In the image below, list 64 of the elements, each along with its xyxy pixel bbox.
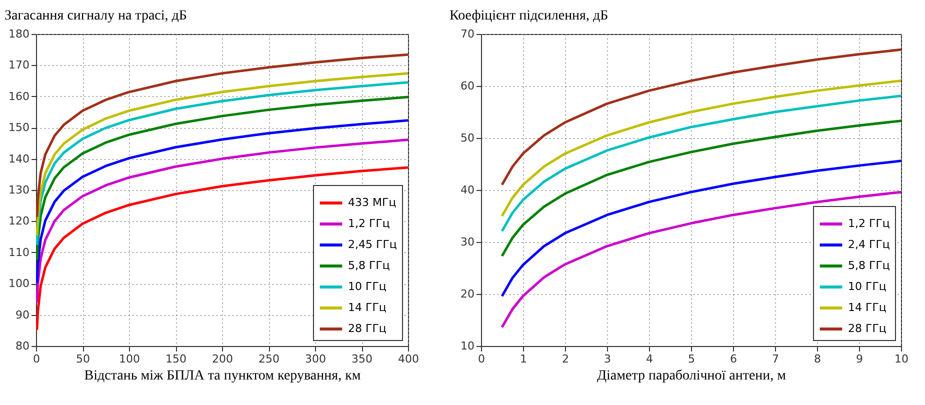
y-tick-label: 150 [8,121,30,134]
y-tick-label: 80 [16,340,30,352]
y-tick-label: 10 [460,340,474,352]
legend-label: 1,2 ГГц [848,217,890,230]
line-series [500,120,901,258]
x-axis-title: Відстань між БПЛА та пунктом керування, км [84,368,361,384]
legend-label: 1,2 ГГц [348,217,390,230]
y-tick-label: 160 [8,90,30,103]
x-tick-label: 250 [258,352,280,366]
x-tick-label: 100 [119,352,140,366]
legend-label: 10 ГГц [348,280,386,293]
x-tick-label: 8 [814,352,821,366]
y-tick-label: 40 [460,184,474,196]
line-series [36,96,408,261]
legend-label: 14 ГГц [848,301,886,314]
legend-label: 28 ГГц [848,322,886,335]
legend-label: 14 ГГц [348,301,386,314]
x-tick-label: 300 [305,352,326,366]
y-tick-label: 60 [460,80,474,92]
y-tick-label: 140 [8,152,30,166]
x-tick-label: 350 [352,352,372,366]
x-tick-label: 9 [856,352,863,366]
line-series [500,80,901,218]
x-tick-label: 0 [33,352,40,366]
x-tick-label: 10 [894,352,908,366]
y-axis-title: Загасання сигналу на трасі, дБ [4,8,187,24]
line-series [36,53,408,218]
y-tick-label: 20 [460,288,474,300]
x-tick-label: 1 [520,352,527,366]
x-tick-label: 50 [76,352,90,366]
legend-label: 28 ГГц [348,322,386,335]
y-tick-label: 70 [460,28,474,40]
x-tick-label: 400 [398,352,419,366]
y-tick-label: 100 [8,277,30,290]
legend-label: 10 ГГц [848,280,886,293]
x-tick-label: 4 [646,352,653,366]
line-series [500,94,901,232]
y-axis-title: Коефіцієнт підсилення, дБ [450,8,608,24]
line-series [500,160,901,298]
y-tick-label: 30 [460,236,474,248]
y-tick-label: 130 [8,184,30,196]
x-tick-label: 6 [730,352,737,366]
line-series [36,138,408,304]
x-axis-title: Діаметр параболічної антени, м [596,368,786,384]
y-tick-label: 120 [8,214,30,228]
legend-label: 433 МГц [348,196,396,209]
y-tick-label: 50 [460,132,474,144]
x-tick-label: 200 [212,352,233,366]
x-tick-label: 3 [604,352,611,366]
y-tick-label: 180 [8,28,30,40]
legend-label: 2,4 ГГц [848,238,890,251]
line-series [500,48,901,186]
line-series [36,166,408,332]
y-tick-label: 170 [8,58,30,72]
x-tick-label: 0 [478,352,485,366]
legend-label: 5,8 ГГц [348,259,390,272]
y-tick-label: 90 [16,308,30,322]
legend-label: 5,8 ГГц [848,259,890,272]
x-tick-label: 150 [166,352,186,366]
x-tick-label: 2 [562,352,569,366]
legend-label: 2,45 ГГц [348,238,397,251]
x-tick-label: 5 [688,352,695,366]
y-tick-label: 110 [8,246,30,259]
x-tick-label: 7 [772,352,779,366]
